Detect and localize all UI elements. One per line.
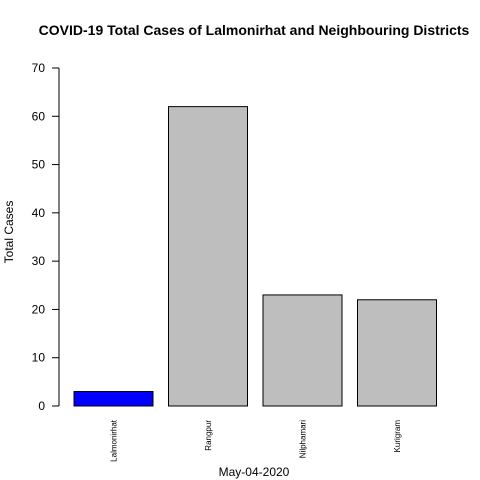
y-tick-label: 40 [32, 206, 46, 220]
y-tick-label: 0 [38, 399, 45, 413]
category-labels: Lalmonirhat Rangpur Nilphamari Kurigram [110, 419, 403, 462]
y-axis-label: Total Cases [2, 201, 16, 264]
bar-rangpur [168, 106, 248, 407]
y-tick-label: 10 [32, 351, 46, 365]
y-axis: 0 10 20 30 40 50 60 70 [32, 61, 60, 413]
y-tick-label: 20 [32, 302, 46, 316]
bar-lalmonirhat [73, 391, 154, 407]
x-category-label: Kurigram [393, 420, 402, 453]
y-tick-label: 60 [32, 109, 46, 123]
x-category-label: Rangpur [204, 420, 213, 451]
chart-title: COVID-19 Total Cases of Lalmonirhat and … [39, 22, 470, 38]
y-tick-label: 30 [32, 254, 46, 268]
x-category-label: Nilphamari [299, 420, 308, 458]
x-axis-label: May-04-2020 [219, 465, 290, 479]
x-category-label: Lalmonirhat [110, 419, 119, 462]
y-tick-label: 70 [32, 61, 46, 75]
bar-kurigram [357, 299, 437, 407]
bars [73, 106, 437, 407]
bar-nilphamari [262, 294, 343, 407]
y-tick-label: 50 [32, 158, 46, 172]
